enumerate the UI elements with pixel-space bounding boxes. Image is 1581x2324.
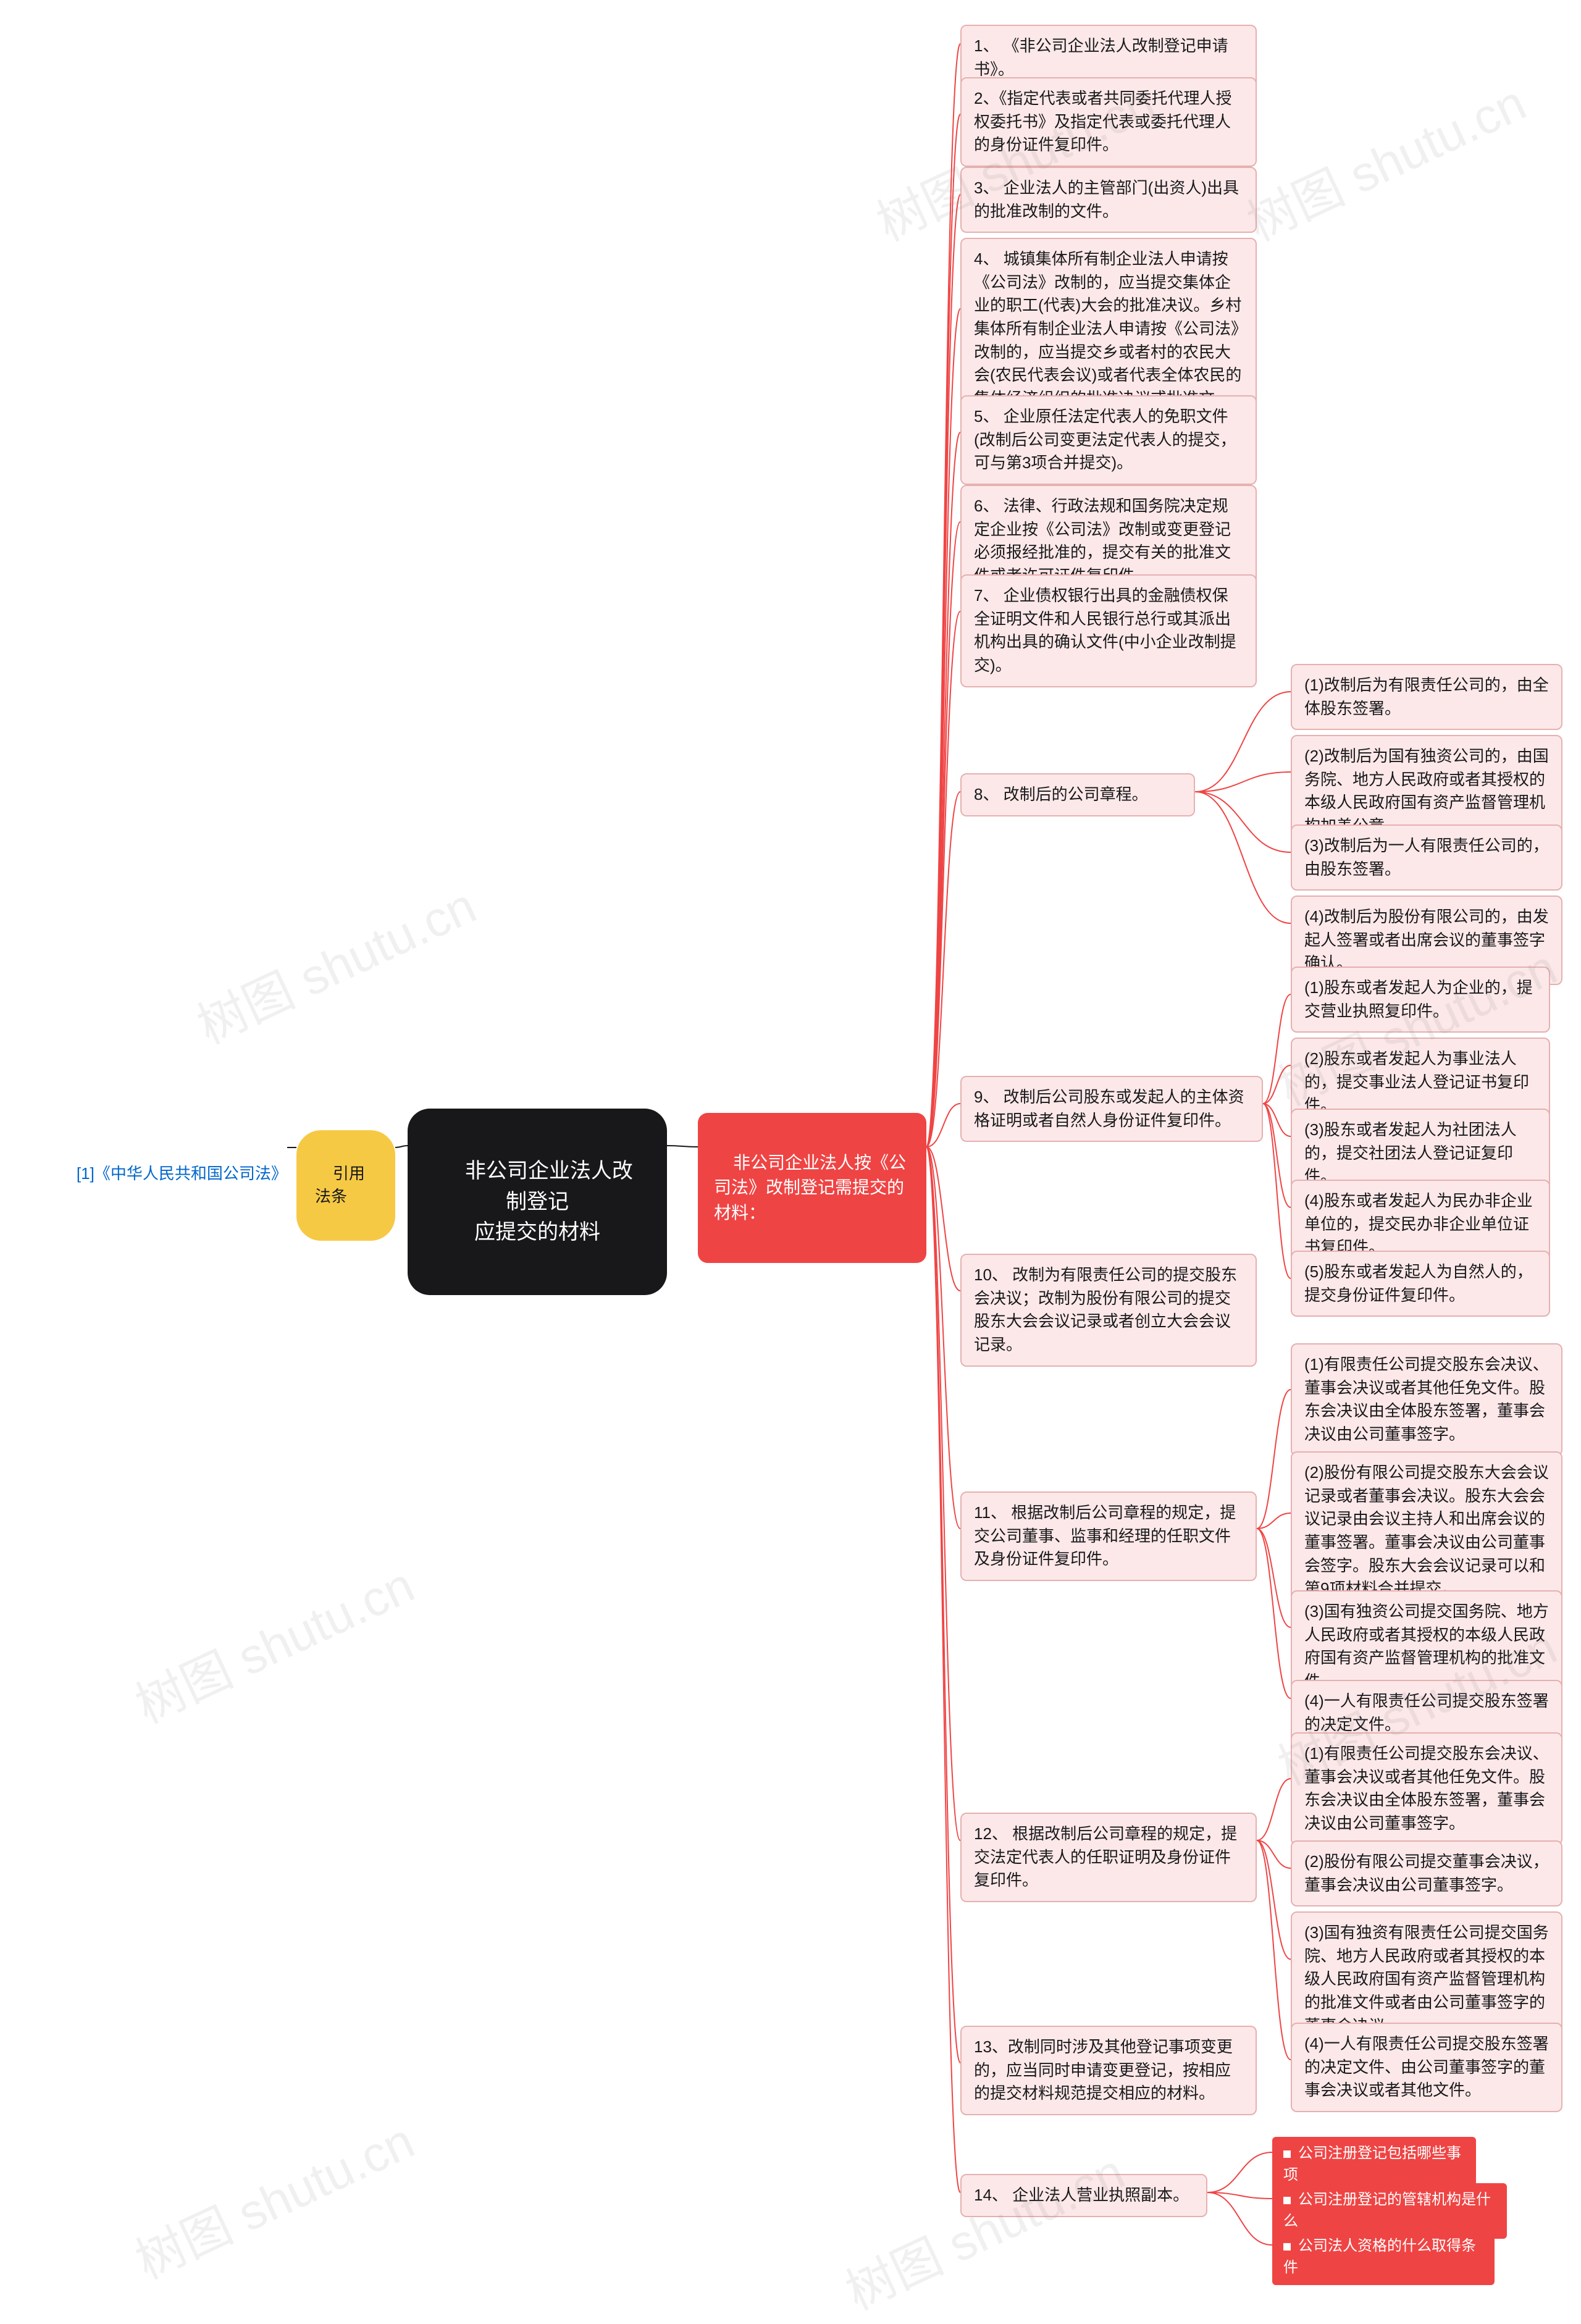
ref-pill-text: 引用法条 — [315, 1164, 365, 1206]
branch-node: 2、《指定代表或者共同委托代理人授权委托书》及指定代表或委托代理人的身份证件复印… — [960, 77, 1257, 167]
bullet-marker-icon — [1283, 2150, 1291, 2158]
ref-link-text: [1]《中华人民共和国公司法》 — [77, 1164, 287, 1183]
branch-node: 3、 企业法人的主管部门(出资人)出具的批准改制的文件。 — [960, 167, 1257, 233]
main-branch: 非公司企业法人按《公司法》改制登记需提交的材料： — [698, 1113, 926, 1263]
bullet-marker-icon — [1283, 2197, 1291, 2204]
bullet-node: 公司法人资格的什么取得条件 — [1272, 2230, 1495, 2285]
leaf-node: (1)改制后为有限责任公司的，由全体股东签署。 — [1291, 664, 1562, 730]
branch-node: 9、 改制后公司股东或发起人的主体资格证明或者自然人身份证件复印件。 — [960, 1076, 1263, 1142]
reference-pill: 引用法条 — [296, 1130, 395, 1241]
branch-node: 10、 改制为有限责任公司的提交股东会决议；改制为股份有限公司的提交股东大会会议… — [960, 1254, 1257, 1367]
leaf-node: (1)有限责任公司提交股东会决议、董事会决议或者其他任免文件。股东会决议由全体股… — [1291, 1732, 1562, 1845]
leaf-node: (2)股份有限公司提交股东大会会议记录或者董事会决议。股东大会会议记录由会议主持… — [1291, 1451, 1562, 1611]
bullet-marker-icon — [1283, 2243, 1291, 2251]
root-node: 非公司企业法人改制登记 应提交的材料 — [408, 1109, 667, 1295]
leaf-node: (1)有限责任公司提交股东会决议、董事会决议或者其他任免文件。股东会决议由全体股… — [1291, 1343, 1562, 1456]
branch-node: 7、 企业债权银行出具的金融债权保全证明文件和人民银行总行或其派出机构出具的确认… — [960, 574, 1257, 687]
branch-node: 12、 根据改制后公司章程的规定，提交法定代表人的任职证明及身份证件复印件。 — [960, 1813, 1257, 1902]
leaf-node: (2)股份有限公司提交董事会决议，董事会决议由公司董事签字。 — [1291, 1840, 1562, 1907]
branch-node: 13、改制同时涉及其他登记事项变更的，应当同时申请变更登记，按相应的提交材料规范… — [960, 2026, 1257, 2115]
leaf-node: (5)股东或者发起人为自然人的，提交身份证件复印件。 — [1291, 1251, 1550, 1317]
branch-node: 8、 改制后的公司章程。 — [960, 773, 1195, 816]
main-text: 非公司企业法人按《公司法》改制登记需提交的材料： — [714, 1153, 906, 1222]
branch-node: 14、 企业法人营业执照副本。 — [960, 2174, 1207, 2217]
root-text: 非公司企业法人改制登记 应提交的材料 — [465, 1159, 633, 1244]
bullet-text: 公司注册登记包括哪些事项 — [1283, 2145, 1461, 2183]
reference-link[interactable]: [1]《中华人民共和国公司法》 — [59, 1130, 287, 1217]
branch-node: 11、 根据改制后公司章程的规定，提交公司董事、监事和经理的任职文件及身份证件复… — [960, 1491, 1257, 1581]
leaf-node: (3)改制后为一人有限责任公司的，由股东签署。 — [1291, 824, 1562, 891]
bullet-text: 公司注册登记的管辖机构是什么 — [1283, 2191, 1491, 2230]
leaf-node: (4)一人有限责任公司提交股东签署的决定文件、由公司董事签字的董事会决议或者其他… — [1291, 2023, 1562, 2112]
mindmap-canvas: 非公司企业法人改制登记 应提交的材料 引用法条 [1]《中华人民共和国公司法》 … — [0, 0, 1581, 2286]
bullet-text: 公司法人资格的什么取得条件 — [1283, 2238, 1476, 2276]
branch-node: 5、 企业原任法定代表人的免职文件(改制后公司变更法定代表人的提交，可与第3项合… — [960, 395, 1257, 485]
leaf-node: (1)股东或者发起人为企业的，提交营业执照复印件。 — [1291, 967, 1550, 1033]
